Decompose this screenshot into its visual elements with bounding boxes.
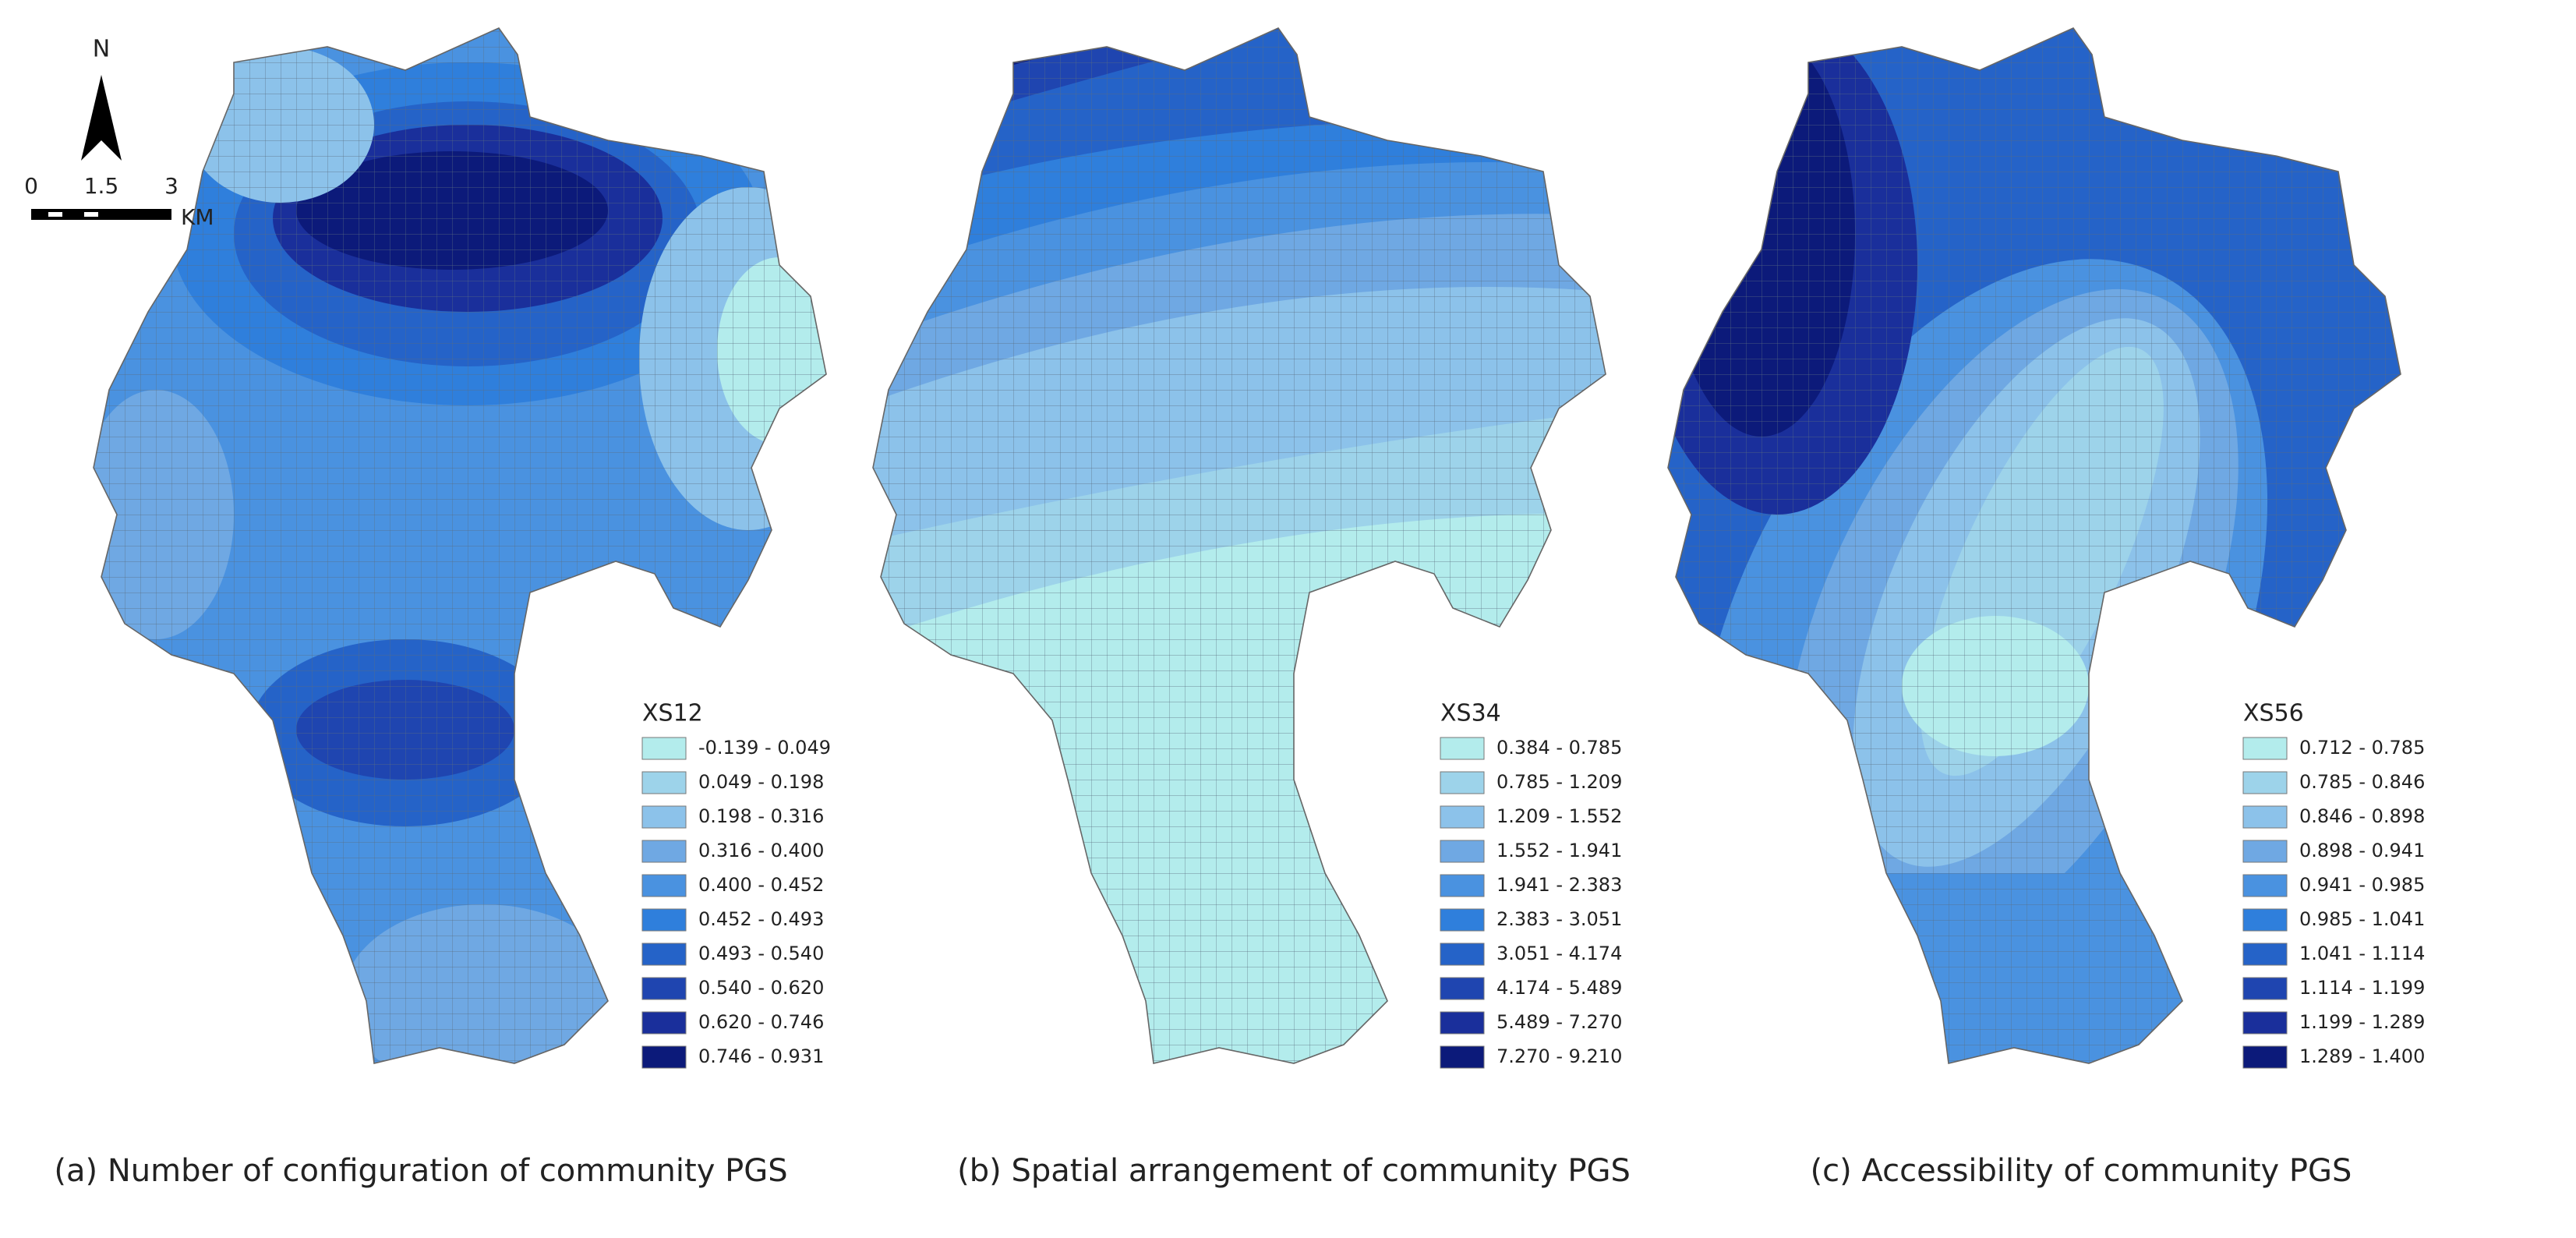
north-arrow — [81, 75, 101, 161]
scale-label: 0 — [24, 173, 38, 199]
legend-label: 3.051 - 4.174 — [1496, 943, 1622, 964]
legend-swatch — [641, 840, 687, 863]
scale-label: 1.5 — [84, 173, 119, 199]
legend-swatch — [641, 908, 687, 932]
legend-swatch — [2242, 737, 2288, 760]
legend-swatch — [1440, 1011, 1485, 1035]
legend-label: -0.139 - 0.049 — [698, 737, 831, 759]
north-label: N — [93, 36, 110, 63]
legend-label: 2.383 - 3.051 — [1496, 908, 1622, 930]
legend-label: 1.114 - 1.199 — [2299, 977, 2425, 999]
scale-label: 3 — [164, 173, 178, 199]
legend-swatch — [1440, 943, 1485, 966]
legend-label: 4.174 - 5.489 — [1496, 977, 1622, 999]
legend-label: 0.985 - 1.041 — [2299, 908, 2425, 930]
legend-swatch — [641, 943, 687, 966]
scale-unit: KM — [181, 204, 214, 230]
scale-bar — [31, 209, 171, 220]
map-a — [94, 28, 826, 1063]
panel-caption: (b) Spatial arrangement of community PGS — [957, 1153, 1631, 1189]
legend-label: 1.289 - 1.400 — [2299, 1045, 2425, 1067]
legend-swatch — [2242, 805, 2288, 829]
legend-swatch — [1440, 805, 1485, 829]
legend-label: 0.941 - 0.985 — [2299, 874, 2425, 896]
legend-swatch — [1440, 908, 1485, 932]
legend-swatch — [1440, 771, 1485, 794]
legend-label: 1.941 - 2.383 — [1496, 874, 1622, 896]
legend-swatch — [641, 977, 687, 1000]
legend-label: 7.270 - 9.210 — [1496, 1045, 1622, 1067]
legend-label: 1.041 - 1.114 — [2299, 943, 2425, 964]
legend-swatch — [641, 874, 687, 897]
legend-label: 1.199 - 1.289 — [2299, 1011, 2425, 1033]
legend-label: 0.846 - 0.898 — [2299, 805, 2425, 827]
legend-swatch — [1440, 977, 1485, 1000]
legend-swatch — [2242, 977, 2288, 1000]
legend-label: 0.746 - 0.931 — [698, 1045, 824, 1067]
legend-swatch — [641, 737, 687, 760]
legend-label: 1.209 - 1.552 — [1496, 805, 1622, 827]
legend-label: 0.620 - 0.746 — [698, 1011, 824, 1033]
legend-label: 0.316 - 0.400 — [698, 840, 824, 861]
legend-swatch — [641, 1011, 687, 1035]
legend-label: 0.898 - 0.941 — [2299, 840, 2425, 861]
legend-swatch — [2242, 1045, 2288, 1069]
legend-label: 0.785 - 0.846 — [2299, 771, 2425, 793]
legend-label: 0.540 - 0.620 — [698, 977, 824, 999]
legend-label: 0.198 - 0.316 — [698, 805, 824, 827]
legend-swatch — [2242, 908, 2288, 932]
map-b — [873, 28, 1606, 1063]
legend-label: 0.712 - 0.785 — [2299, 737, 2425, 759]
north-arrow — [101, 75, 122, 161]
legend-label: 0.400 - 0.452 — [698, 874, 824, 896]
legend-swatch — [2242, 943, 2288, 966]
legend-swatch — [1440, 840, 1485, 863]
panel-caption: (c) Accessibility of community PGS — [1811, 1153, 2352, 1189]
legend-label: 0.785 - 1.209 — [1496, 771, 1622, 793]
legend-swatch — [641, 771, 687, 794]
legend-swatch — [1440, 737, 1485, 760]
legend-label: 0.049 - 0.198 — [698, 771, 824, 793]
legend-label: 0.384 - 0.785 — [1496, 737, 1622, 759]
legend-swatch — [641, 1045, 687, 1069]
legend-label: 5.489 - 7.270 — [1496, 1011, 1622, 1033]
legend-title: XS12 — [642, 700, 703, 727]
legend-label: 1.552 - 1.941 — [1496, 840, 1622, 861]
legend-swatch — [1440, 1045, 1485, 1069]
legend-label: 0.493 - 0.540 — [698, 943, 824, 964]
legend-title: XS34 — [1440, 700, 1501, 727]
panel-caption: (a) Number of configuration of community… — [54, 1153, 787, 1189]
legend-swatch — [641, 805, 687, 829]
legend-swatch — [2242, 840, 2288, 863]
legend-swatch — [2242, 874, 2288, 897]
legend-label: 0.452 - 0.493 — [698, 908, 824, 930]
legend-swatch — [2242, 1011, 2288, 1035]
legend-swatch — [1440, 874, 1485, 897]
legend-swatch — [2242, 771, 2288, 794]
legend-title: XS56 — [2243, 700, 2304, 727]
